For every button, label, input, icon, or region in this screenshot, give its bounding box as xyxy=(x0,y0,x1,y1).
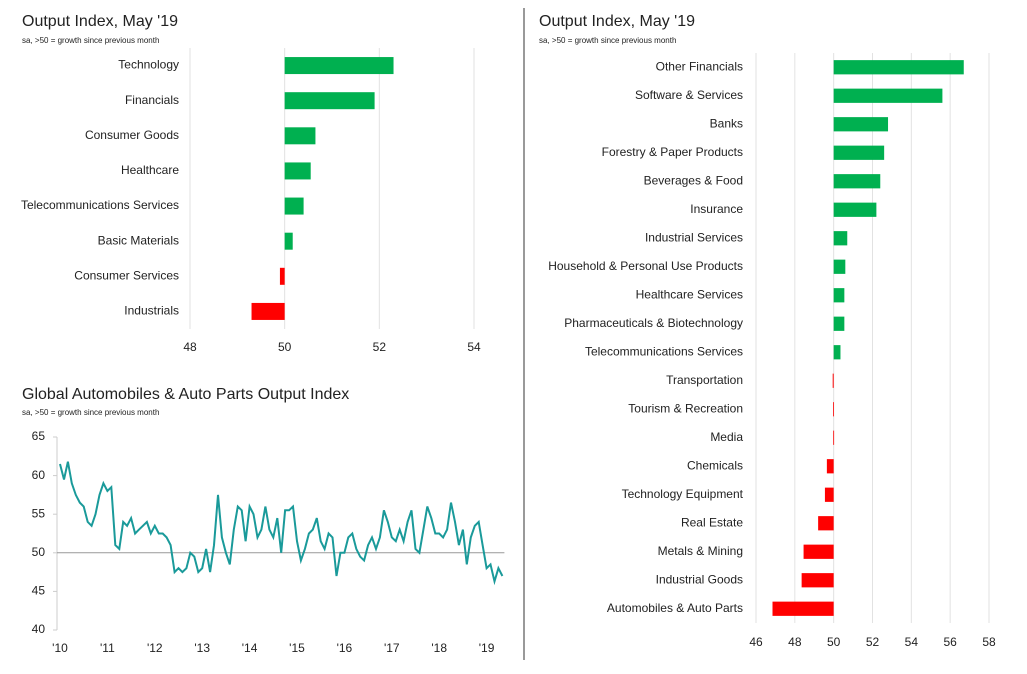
category-label: Metals & Mining xyxy=(658,544,743,558)
bar xyxy=(251,302,285,320)
category-label: Technology Equipment xyxy=(622,487,744,501)
chart-title: Output Index, May '19 xyxy=(539,13,695,30)
y-tick-label: 65 xyxy=(32,429,46,443)
x-tick-label: 48 xyxy=(183,340,197,354)
y-tick-label: 50 xyxy=(32,545,46,559)
bar xyxy=(826,459,834,474)
category-label: Beverages & Food xyxy=(644,173,743,187)
category-label: Consumer Goods xyxy=(85,128,179,142)
bar xyxy=(803,544,834,559)
bar xyxy=(833,174,881,189)
bar xyxy=(833,145,885,160)
chart-title: Global Automobiles & Auto Parts Output I… xyxy=(22,386,349,403)
bar xyxy=(833,402,834,417)
bar xyxy=(832,373,834,388)
bar xyxy=(824,487,834,502)
category-label: Household & Personal Use Products xyxy=(548,259,743,273)
chart-subtitle: sa, >50 = growth since previous month xyxy=(22,36,159,45)
bar xyxy=(284,57,394,75)
category-label: Forestry & Paper Products xyxy=(602,145,743,159)
x-tick-label: 54 xyxy=(905,635,919,649)
x-tick-label: 56 xyxy=(943,635,957,649)
x-tick-label: 50 xyxy=(827,635,841,649)
x-tick-label: '14 xyxy=(242,641,258,655)
bar xyxy=(279,267,285,285)
bar xyxy=(801,573,834,588)
category-label: Transportation xyxy=(666,373,743,387)
x-tick-label: '12 xyxy=(147,641,163,655)
category-label: Telecommunications Services xyxy=(585,344,743,358)
bar xyxy=(833,430,835,445)
chart-subtitle: sa, >50 = growth since previous month xyxy=(539,36,676,45)
x-tick-label: '18 xyxy=(431,641,447,655)
chart-subtitle: sa, >50 = growth since previous month xyxy=(22,408,159,417)
category-label: Banks xyxy=(710,116,743,130)
category-label: Tourism & Recreation xyxy=(628,401,743,415)
x-tick-label: '15 xyxy=(289,641,305,655)
x-tick-label: 50 xyxy=(278,340,292,354)
bar xyxy=(833,259,846,274)
category-label: Automobiles & Auto Parts xyxy=(607,601,743,615)
line xyxy=(59,461,504,586)
x-tick-label: 52 xyxy=(373,340,387,354)
category-label: Industrials xyxy=(124,304,179,318)
bar xyxy=(818,516,834,531)
bar xyxy=(284,92,375,110)
bar xyxy=(833,316,845,331)
x-tick-label: '13 xyxy=(194,641,210,655)
category-label: Media xyxy=(710,430,743,444)
y-tick-label: 40 xyxy=(32,622,46,636)
bar xyxy=(833,288,845,303)
category-label: Consumer Services xyxy=(74,268,179,282)
x-tick-label: 48 xyxy=(788,635,802,649)
y-tick-label: 60 xyxy=(32,468,46,482)
category-label: Pharmaceuticals & Biotechnology xyxy=(564,316,743,330)
y-tick-label: 45 xyxy=(32,584,46,598)
x-tick-label: 54 xyxy=(467,340,481,354)
bar xyxy=(284,162,311,180)
y-tick-label: 55 xyxy=(32,506,46,520)
chart-title: Output Index, May '19 xyxy=(22,13,178,30)
x-tick-label: 46 xyxy=(749,635,763,649)
category-label: Insurance xyxy=(690,202,743,216)
x-tick-label: 52 xyxy=(866,635,880,649)
category-label: Technology xyxy=(118,58,179,72)
category-label: Industrial Services xyxy=(645,230,743,244)
bar xyxy=(833,60,964,75)
category-label: Telecommunications Services xyxy=(21,198,179,212)
x-tick-label: '11 xyxy=(100,641,115,655)
category-label: Healthcare xyxy=(121,163,179,177)
x-tick-label: '19 xyxy=(479,641,495,655)
bar xyxy=(284,197,304,215)
bar xyxy=(833,117,889,132)
bar xyxy=(833,345,841,360)
category-label: Healthcare Services xyxy=(636,287,743,301)
category-label: Software & Services xyxy=(635,88,743,102)
x-tick-label: '10 xyxy=(52,641,68,655)
bar xyxy=(833,202,877,217)
x-tick-label: '16 xyxy=(337,641,353,655)
bar xyxy=(833,231,848,246)
category-label: Chemicals xyxy=(687,458,743,472)
x-tick-label: '17 xyxy=(384,641,400,655)
category-label: Industrial Goods xyxy=(656,572,743,586)
bar xyxy=(284,232,293,250)
bar xyxy=(284,127,316,145)
bar xyxy=(833,88,943,103)
category-label: Basic Materials xyxy=(98,233,179,247)
category-label: Financials xyxy=(125,93,179,107)
category-label: Real Estate xyxy=(681,515,743,529)
category-label: Other Financials xyxy=(656,59,743,73)
x-tick-label: 58 xyxy=(982,635,996,649)
bar xyxy=(772,601,834,616)
